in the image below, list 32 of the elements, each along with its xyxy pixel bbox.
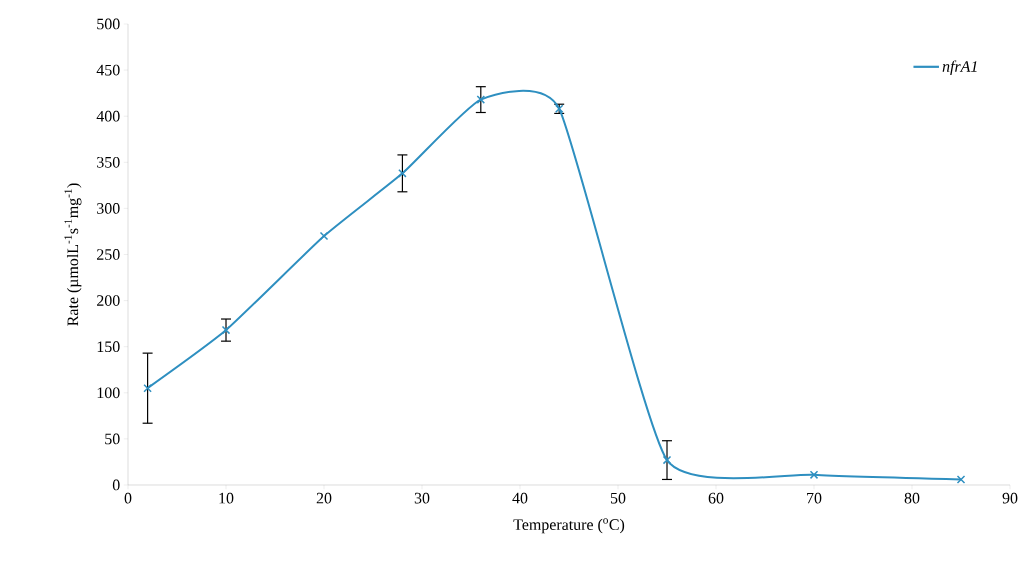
y-tick-label: 200 (97, 295, 120, 306)
y-tick-label: 500 (97, 18, 120, 30)
y-tick-label: 350 (97, 156, 120, 168)
legend-label: nfrA1 (942, 60, 977, 76)
x-tick-label: 80 (904, 492, 920, 504)
x-tick-label: 50 (610, 492, 626, 504)
point (221, 325, 231, 335)
y-axis-title: Rate (µmolL$^{-1}$s$^{-1}$mg$^{-1}$) (64, 183, 82, 326)
y-tick-label: 400 (96, 110, 120, 122)
y-tick-label: 150 (97, 341, 120, 353)
x-tick-label: 20 (316, 492, 332, 504)
y-tick-label: 50 (105, 433, 120, 445)
x-axis-title: Temperature ($^{o}$C) (513, 518, 625, 534)
point (662, 455, 672, 465)
x-tick-label: 90 (1002, 492, 1018, 504)
point (476, 95, 486, 104)
y-tick-label: 0 (112, 479, 120, 491)
x-tick-label: 10 (219, 492, 234, 504)
point (319, 231, 329, 241)
point (398, 169, 407, 178)
y-tick-label: 100 (97, 387, 120, 399)
point (809, 470, 819, 480)
point (143, 383, 152, 393)
x-tick-label: 0 (124, 492, 132, 504)
x-tick-label: 30 (414, 492, 430, 504)
y-tick-label: 450 (96, 64, 120, 76)
y-tick-label: 250 (97, 249, 120, 260)
x-tick-label: 70 (807, 492, 822, 504)
x-tick-label: 60 (708, 492, 724, 504)
y-tick-label: 300 (97, 203, 120, 214)
x-tick-label: 40 (512, 492, 528, 504)
point (956, 475, 966, 484)
